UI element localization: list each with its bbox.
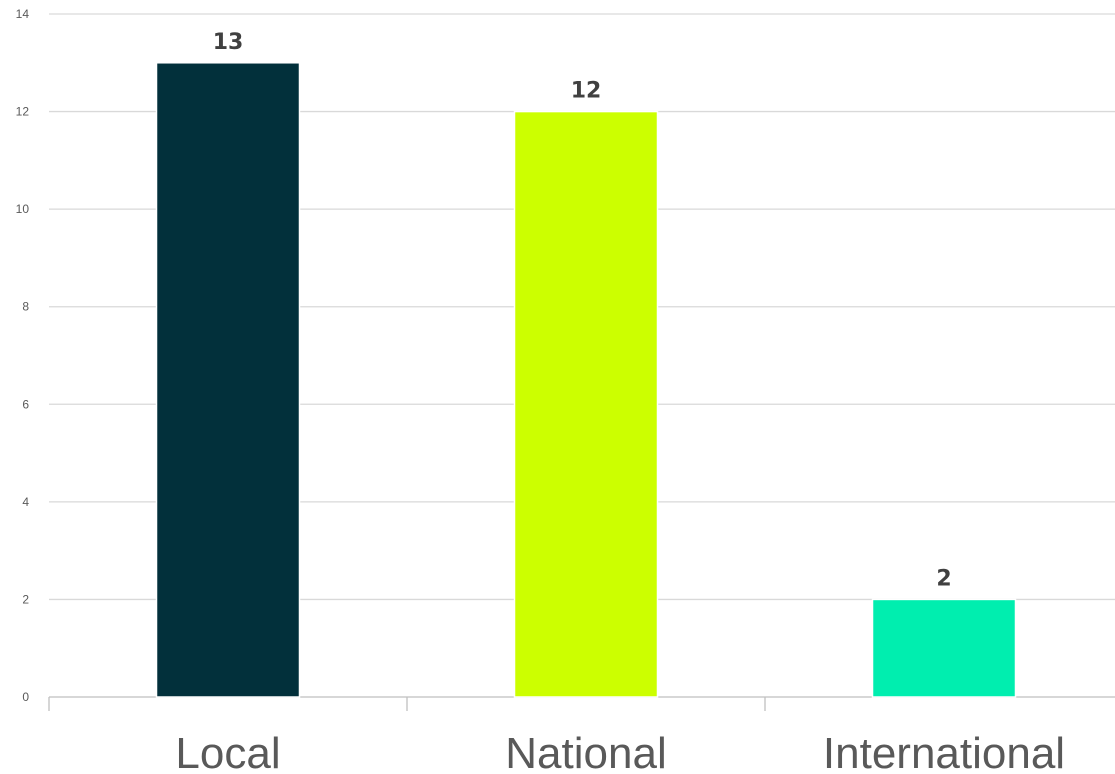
y-tick-label: 0 [22, 690, 29, 704]
y-axis-tick-labels: 0 2 4 6 8 10 12 14 [16, 7, 30, 704]
y-tick-label: 6 [22, 397, 29, 411]
x-tick-label: National [505, 729, 666, 774]
data-labels: 13 12 2 [213, 30, 952, 592]
x-tick-label: International [823, 729, 1065, 774]
y-tick-label: 4 [22, 495, 29, 509]
data-label: 12 [571, 79, 602, 104]
x-axis-tick-labels: Local National International [175, 729, 1065, 774]
bar-local [155, 62, 301, 698]
bar-national [513, 110, 659, 698]
bars [155, 62, 1017, 698]
y-tick-label: 10 [16, 202, 30, 216]
y-tick-label: 2 [22, 592, 29, 606]
y-tick-label: 12 [16, 105, 30, 119]
data-label: 2 [936, 566, 951, 591]
data-label: 13 [213, 30, 244, 55]
bar-international [871, 598, 1017, 698]
x-tick-label: Local [175, 729, 280, 774]
y-tick-label: 14 [16, 7, 30, 21]
y-tick-label: 8 [22, 300, 29, 314]
x-axis [48, 696, 1115, 711]
